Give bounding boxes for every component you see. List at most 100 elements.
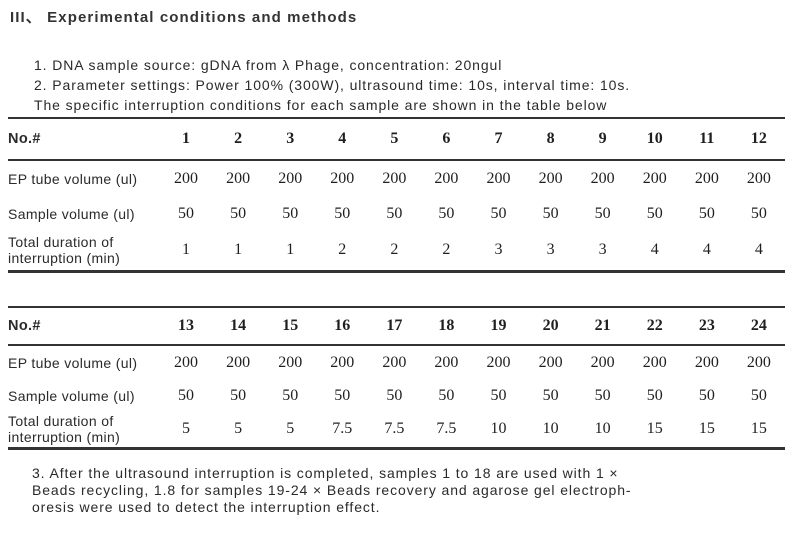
cell-value: 50 — [750, 204, 767, 222]
column-header: 21 — [594, 316, 611, 334]
cell-value: 2 — [390, 241, 399, 259]
cell-value: 7.5 — [436, 420, 457, 438]
cell-value: 50 — [230, 204, 247, 222]
cell-value: 50 — [438, 204, 455, 222]
cell-value: 50 — [178, 204, 195, 222]
row-label: EP tube volume (ul) — [8, 354, 138, 371]
cell-value: 4 — [650, 241, 659, 259]
cell-value: 200 — [694, 353, 719, 371]
table-row: EP tube volume (ul) 200 200 200 200 200 200 200… — [8, 345, 785, 380]
cell-value: 4 — [702, 241, 711, 259]
table-head: No.# 1 2 3 4 5 6 7 8 9 10 11 12 — [8, 118, 785, 160]
section-heading: III、 Experimental conditions and methods — [10, 9, 358, 26]
cell-value: 10 — [594, 420, 611, 438]
table-header-label: No.# — [8, 131, 41, 147]
cell-value: 50 — [750, 386, 767, 404]
cell-value: 50 — [646, 386, 663, 404]
column-header: 15 — [282, 316, 299, 334]
cell-value: 50 — [542, 386, 559, 404]
cell-value: 50 — [542, 204, 559, 222]
cell-value: 50 — [334, 204, 351, 222]
table-row: Sample volume (ul) 50 50 50 50 50 50 50 50 50 50 50… — [8, 196, 785, 231]
intro-line-1: 1. DNA sample source: gDNA from λ Phage,… — [34, 57, 503, 73]
column-header: 23 — [698, 316, 715, 334]
cell-value: 1 — [182, 241, 191, 259]
cell-value: 200 — [174, 169, 199, 187]
row-label: Sample volume (ul) — [8, 387, 135, 404]
cell-value: 200 — [382, 353, 407, 371]
footer-line-1: 3. After the ultrasound interruption is … — [32, 465, 619, 481]
cell-value: 200 — [226, 169, 251, 187]
cell-value: 10 — [490, 420, 507, 438]
table-row: Total duration of interruption (min) 1 1 1 2… — [8, 231, 785, 271]
cell-value: 15 — [646, 420, 663, 438]
cell-value: 200 — [590, 353, 615, 371]
conditions-table-samples-13-24: No.# 13 14 15 16 17 18 19 20 21 22 23 24 EP tube volu… — [8, 305, 785, 450]
cell-value: 15 — [698, 420, 715, 438]
cell-value: 50 — [438, 386, 455, 404]
cell-value: 50 — [386, 204, 403, 222]
cell-value: 5 — [182, 420, 191, 438]
cell-value: 2 — [338, 241, 347, 259]
column-header: 2 — [234, 130, 243, 147]
column-header: 5 — [390, 130, 399, 147]
table-body: EP tube volume (ul) 200 200 200 200 200 200 200… — [8, 160, 785, 271]
cell-value: 50 — [698, 386, 715, 404]
cell-value: 200 — [642, 353, 667, 371]
cell-value: 200 — [538, 169, 563, 187]
cell-value: 5 — [234, 420, 243, 438]
intro-line-2: 2. Parameter settings: Power 100% (300W)… — [34, 77, 631, 93]
cell-value: 4 — [754, 241, 763, 259]
column-header: 20 — [542, 316, 559, 334]
footer-line-2: Beads recycling, 1.8 for samples 19-24 ×… — [32, 482, 632, 498]
column-header: 7 — [494, 130, 503, 147]
cell-value: 200 — [434, 169, 459, 187]
cell-value: 50 — [594, 386, 611, 404]
column-header: 18 — [438, 316, 455, 334]
cell-value: 200 — [434, 353, 459, 371]
column-header: 3 — [286, 130, 295, 147]
cell-value: 2 — [442, 241, 451, 259]
cell-value: 3 — [494, 241, 503, 259]
table-body: EP tube volume (ul) 200 200 200 200 200 200 200… — [8, 345, 785, 449]
cell-value: 7.5 — [384, 420, 405, 438]
cell-value: 200 — [278, 353, 303, 371]
table-row: EP tube volume (ul) 200 200 200 200 200 200 200… — [8, 160, 785, 196]
intro-paragraph: 1. DNA sample source: gDNA from λ Phage,… — [34, 55, 800, 115]
cell-value: 50 — [594, 204, 611, 222]
row-label: Sample volume (ul) — [8, 205, 135, 222]
cell-value: 200 — [746, 169, 771, 187]
row-label: EP tube volume (ul) — [8, 170, 138, 187]
cell-value: 200 — [382, 169, 407, 187]
cell-value: 200 — [330, 353, 355, 371]
cell-value: 50 — [282, 386, 299, 404]
cell-value: 200 — [486, 169, 511, 187]
column-header: 1 — [182, 130, 191, 147]
cell-value: 50 — [386, 386, 403, 404]
column-header: 19 — [490, 316, 507, 334]
cell-value: 15 — [750, 420, 767, 438]
cell-value: 200 — [174, 353, 199, 371]
intro-line-3: The specific interruption conditions for… — [34, 97, 608, 113]
column-header: 14 — [230, 316, 247, 334]
table-header-row: No.# 13 14 15 16 17 18 19 20 21 22 23 24 — [8, 307, 785, 345]
cell-value: 50 — [282, 204, 299, 222]
column-header: 17 — [386, 316, 403, 334]
cell-value: 3 — [598, 241, 607, 259]
column-header: 6 — [442, 130, 451, 147]
footer-line-3: oresis were used to detect the interrupt… — [32, 499, 381, 515]
cell-value: 1 — [234, 241, 243, 259]
column-header: 13 — [178, 316, 195, 334]
cell-value: 50 — [490, 204, 507, 222]
cell-value: 3 — [546, 241, 555, 259]
column-header: 24 — [750, 316, 767, 334]
column-header: 22 — [646, 316, 663, 334]
cell-value: 50 — [490, 386, 507, 404]
cell-value: 200 — [590, 169, 615, 187]
row-label: Total duration of interruption (min) — [8, 234, 121, 267]
cell-value: 50 — [230, 386, 247, 404]
column-header: 12 — [750, 130, 767, 147]
column-header: 8 — [546, 130, 555, 147]
table-header-row: No.# 1 2 3 4 5 6 7 8 9 10 11 12 — [8, 118, 785, 160]
column-header: 4 — [338, 130, 347, 147]
